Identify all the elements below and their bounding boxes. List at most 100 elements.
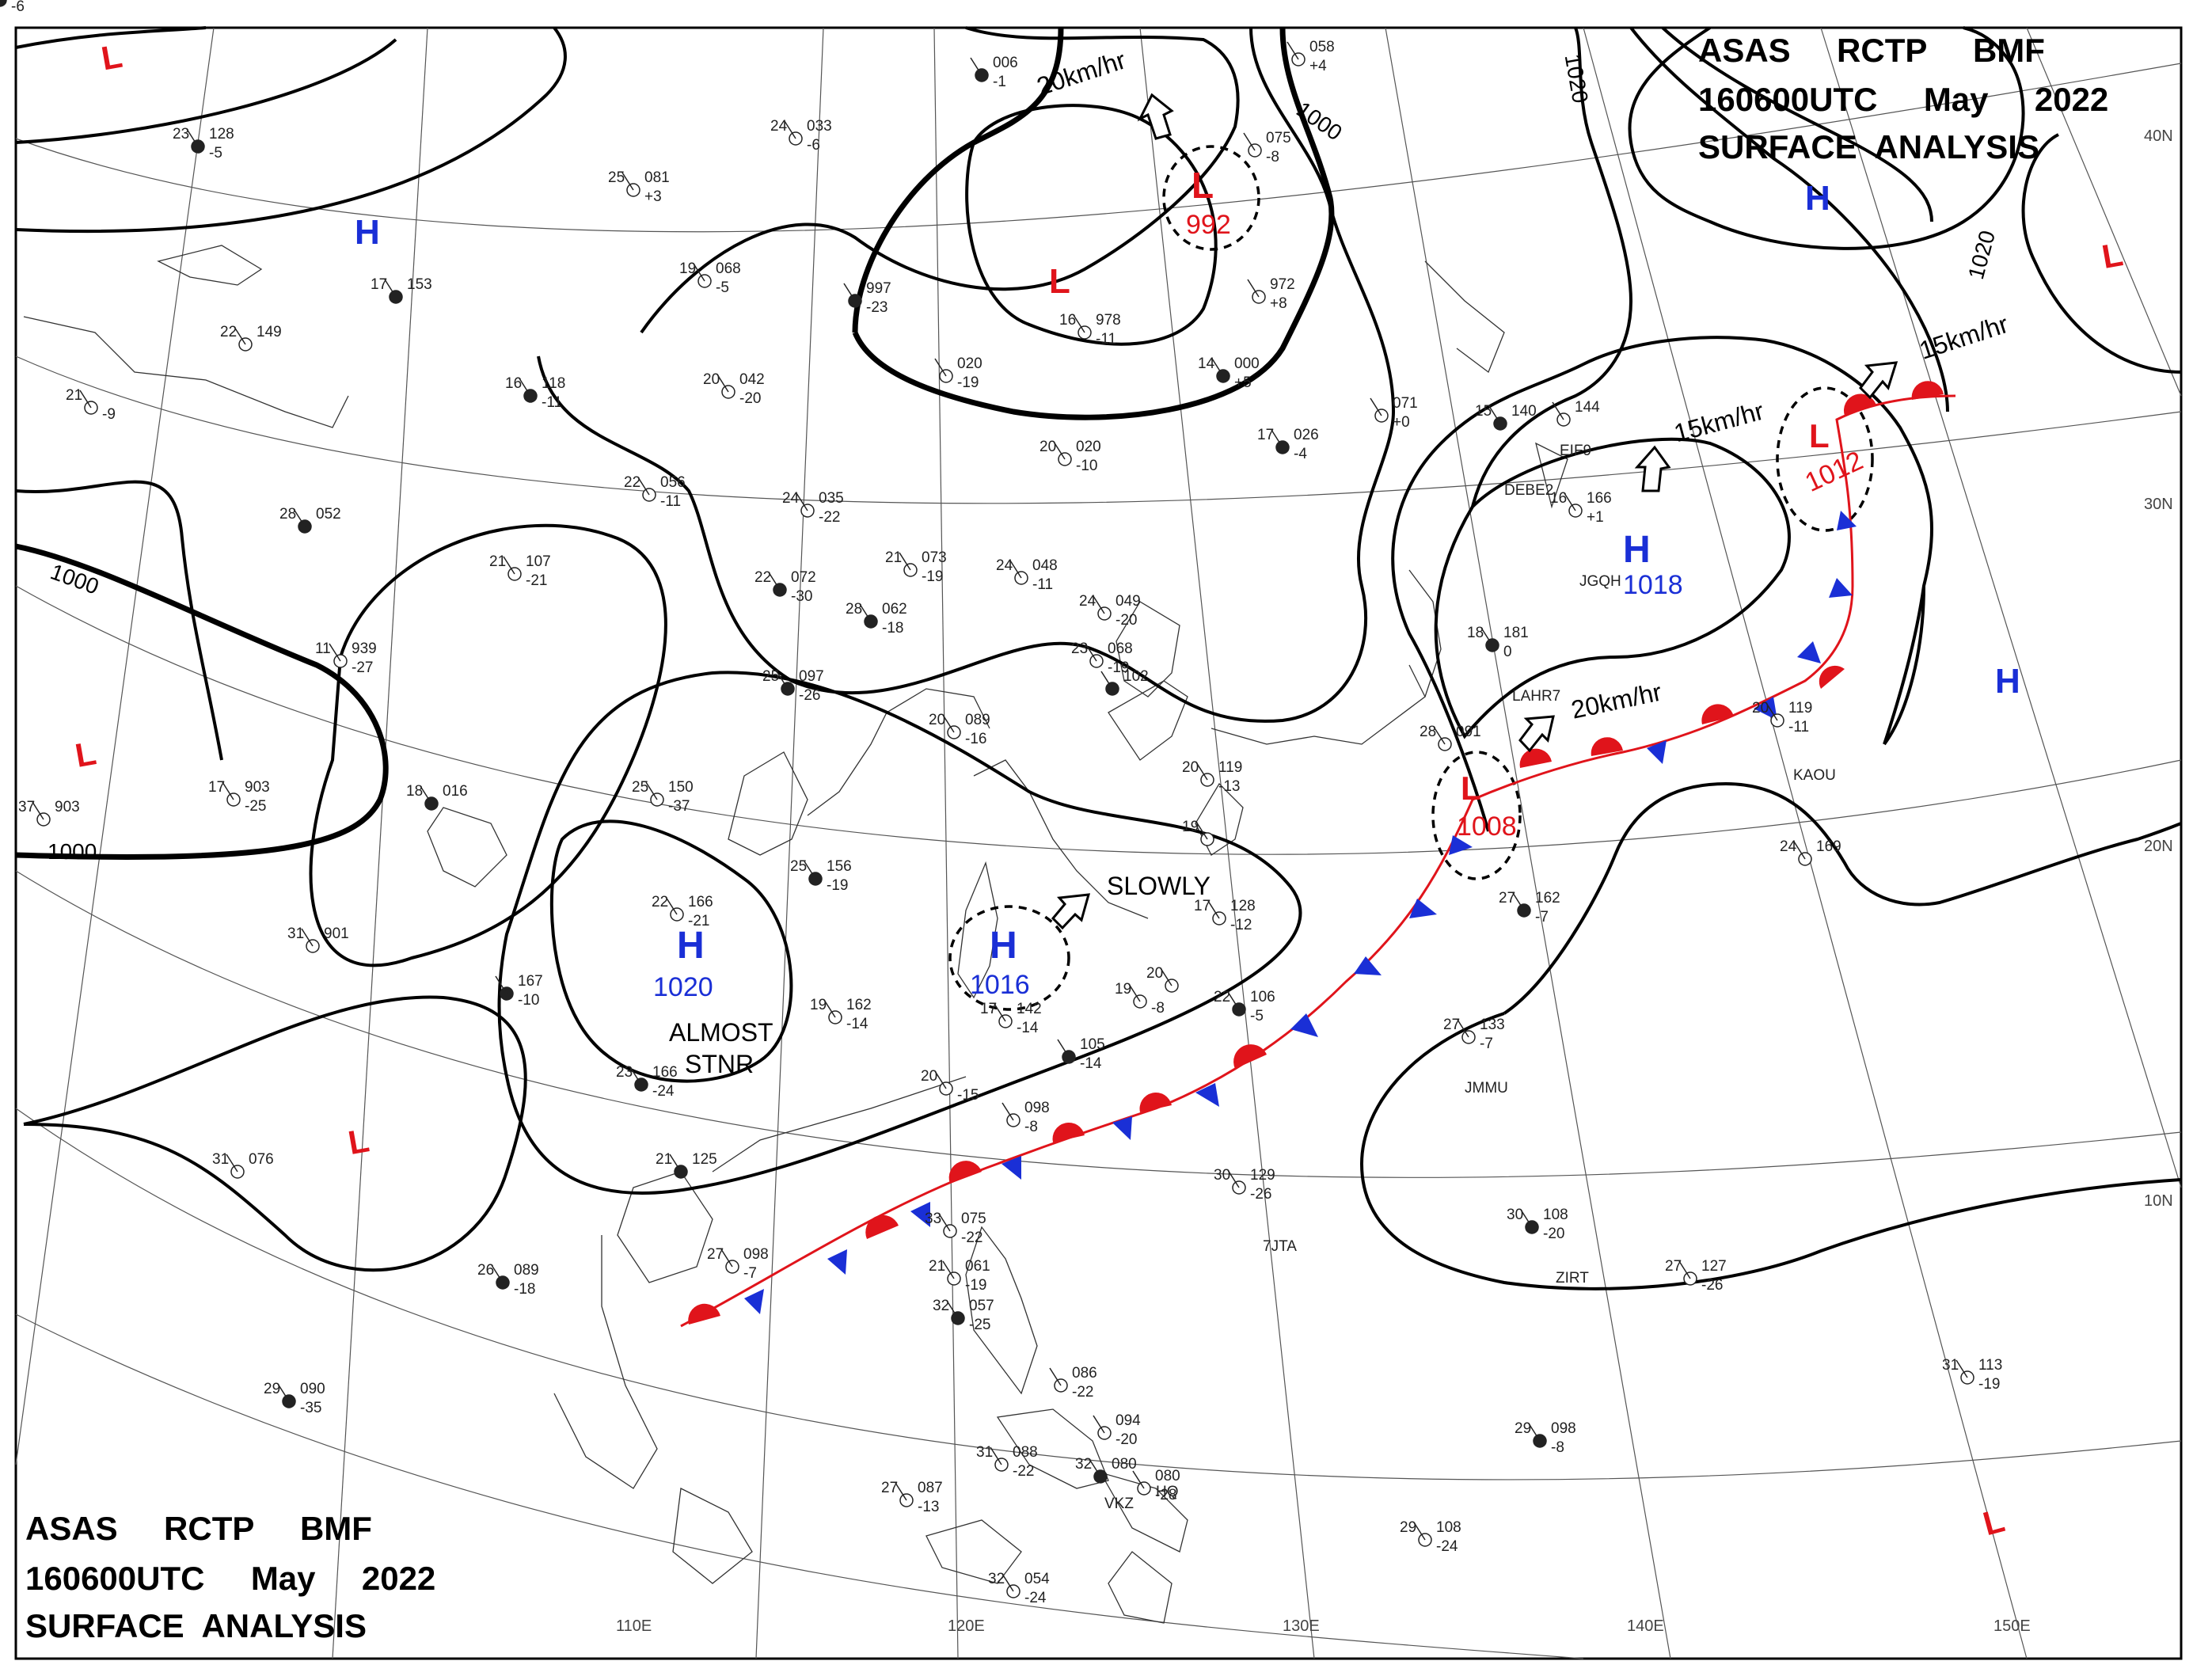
station-plot: 31 088 -22 (976, 1444, 1038, 1480)
wind-barb-icon (1100, 671, 1113, 690)
wind-barb-icon (942, 1260, 955, 1279)
station-plot: 144 (1552, 399, 1600, 427)
wind-barb-icon (899, 552, 911, 571)
station-tendency: +0 (1393, 414, 1410, 431)
station-plot: 32 080 (1075, 1456, 1137, 1484)
station-temperature: 20 (921, 1068, 937, 1085)
station-temperature: 16 (505, 375, 522, 392)
wind-barb-icon (1085, 643, 1097, 662)
wind-barb-icon (934, 358, 947, 377)
station-pressure: 076 (249, 1151, 274, 1168)
station-plot: 20 (1146, 965, 1179, 993)
wind-barb-icon (784, 120, 796, 139)
station-tendency: -18 (514, 1281, 535, 1298)
latitude-label: 20N (2144, 838, 2173, 855)
longitude-label: 110E (616, 1617, 652, 1635)
footer-line-1: ASAS RCTP BMF (25, 1510, 372, 1547)
station-tendency: -19 (1978, 1376, 2000, 1393)
station-plot: 075-8 (1243, 130, 1291, 165)
station-pressure: 102 (1123, 668, 1149, 685)
wind-barb-icon (1678, 1260, 1691, 1279)
station-tendency: -19 (1108, 659, 1129, 676)
station-temperature: 27 (1665, 1258, 1682, 1275)
station-pressure: 149 (257, 324, 282, 340)
wind-barb-icon (665, 896, 678, 915)
station-pressure: 054 (1024, 1571, 1050, 1587)
station-plot: 25 097 -26 (762, 668, 824, 704)
station-pressure: 166 (688, 894, 713, 910)
pressure-value: 1008 (1457, 811, 1517, 842)
footer-title-block: ASAS RCTP BMF 160600UTC May 2022 SURFACE… (25, 1510, 435, 1644)
station-temperature: 22 (624, 474, 640, 491)
station-temperature: 32 (1075, 1456, 1092, 1473)
station-temperature: 24 (770, 118, 788, 135)
station-pressure: 978 (1096, 312, 1121, 329)
station-plot: 22 149 (220, 324, 282, 352)
wind-barb-icon (1128, 983, 1141, 1002)
station-temperature: 33 (925, 1211, 941, 1227)
station-tendency: -24 (1024, 1590, 1047, 1606)
station-tendency: -7 (743, 1265, 757, 1282)
station-pressure: 080 (1155, 1468, 1180, 1484)
station-pressure: 133 (1480, 1017, 1505, 1033)
station-temperature: 19 (1182, 819, 1199, 835)
ship-call-sign: VKZ (1104, 1496, 1134, 1512)
high-pressure-center: H (1623, 529, 1651, 571)
station-tendency: -10 (518, 992, 539, 1009)
station-tendency: -7 (1535, 909, 1549, 926)
station-plot: 17 128 -12 (1194, 898, 1256, 933)
station-pressure: 056 (660, 474, 686, 491)
wind-barb-icon (79, 390, 92, 409)
footer-line-3: SURFACE ANALYSIS (25, 1607, 367, 1644)
station-pressure: 125 (692, 1151, 717, 1168)
station-temperature: 24 (996, 557, 1013, 574)
station-pressure: 181 (1503, 625, 1529, 641)
station-temperature: 27 (1443, 1017, 1460, 1033)
wind-barb-icon (1195, 821, 1208, 840)
wind-barb-icon (226, 1154, 238, 1173)
station-plot: 21 -9 (66, 387, 116, 423)
station-tendency: -5 (1250, 1008, 1264, 1024)
station-plot: 020-19 (934, 355, 982, 391)
wind-barb-icon (970, 57, 982, 76)
station-temperature: 16 (1550, 490, 1567, 507)
wind-barb-icon (768, 572, 781, 591)
wind-barb-icon (1160, 967, 1173, 986)
station-temperature: 17 (1194, 898, 1211, 914)
station-temperature: 21 (929, 1258, 945, 1275)
station-tendency: -11 (660, 493, 681, 510)
wind-barb-icon (384, 279, 397, 298)
station-temperature: 17 (1257, 427, 1274, 443)
station-pressure: 081 (644, 169, 670, 186)
station-plot: 17 026 -4 (1257, 427, 1319, 462)
station-temperature: 31 (212, 1151, 229, 1168)
wind-barb-icon (1195, 762, 1208, 781)
station-plot: 080-28 (1132, 1468, 1180, 1503)
station-plot: 22 072 -30 (754, 569, 816, 605)
wind-barb-icon (1243, 132, 1256, 151)
station-plot: 27 133 -7 (1443, 1017, 1505, 1052)
station-temperature: 32 (933, 1298, 949, 1314)
station-plot: 16 166 +1 (1550, 490, 1612, 526)
station-pressure: 090 (300, 1381, 325, 1397)
wind-barb-icon (519, 378, 531, 397)
station-tendency: -25 (969, 1317, 990, 1333)
station-tendency: +8 (1270, 295, 1287, 312)
station-temperature: 27 (707, 1246, 724, 1263)
graticule (15, 27, 2182, 1659)
station-pressure: 088 (1013, 1444, 1038, 1461)
station-temperature: 15 (1475, 403, 1492, 420)
station-pressure: 113 (1978, 1357, 2002, 1374)
station-temperature: 29 (1400, 1519, 1416, 1536)
station-tendency: -24 (652, 1083, 675, 1100)
station-tendency: -19 (922, 568, 943, 585)
wind-barb-icon (1132, 1470, 1145, 1489)
station-tendency: -19 (957, 374, 979, 391)
station-plot: 22 106 -5 (1214, 989, 1275, 1024)
wind-barb-icon (942, 714, 955, 733)
ship-call-sign: DEBE2 (1504, 482, 1553, 499)
station-tendency: -28 (1155, 1487, 1176, 1503)
wind-barb-icon (1227, 991, 1240, 1010)
station-pressure: 997 (866, 280, 891, 297)
